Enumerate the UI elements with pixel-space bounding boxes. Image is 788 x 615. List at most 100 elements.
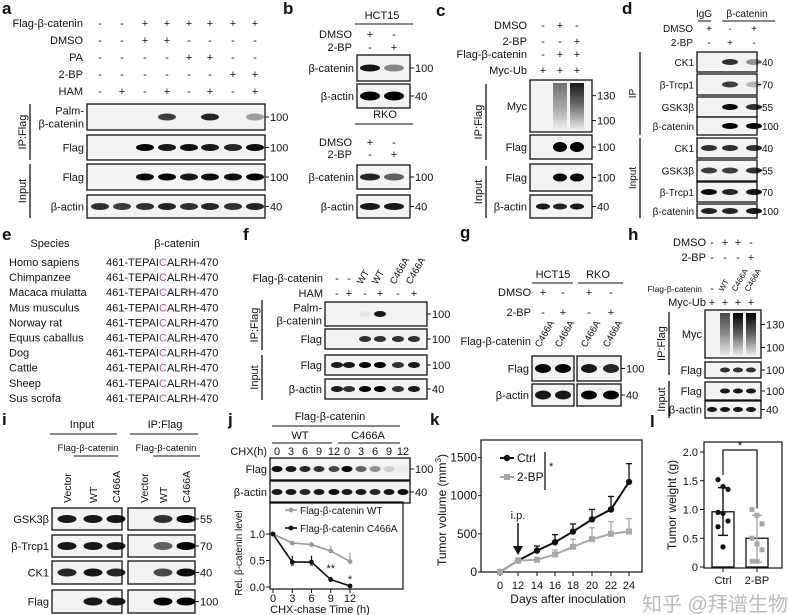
band <box>722 81 738 88</box>
band <box>553 173 567 182</box>
species-header: Species <box>30 238 70 250</box>
mw-marker: 55 <box>762 167 774 178</box>
ubiquitin-smear <box>570 83 584 129</box>
mw-marker: 40 <box>200 568 212 580</box>
time-label: 0 <box>274 446 280 458</box>
band <box>746 208 762 214</box>
band <box>343 386 355 392</box>
group-label: Input <box>473 180 485 204</box>
blot-label: β-actin <box>494 202 527 214</box>
ubiquitin-smear <box>733 313 743 355</box>
band <box>158 203 176 210</box>
band <box>106 542 126 550</box>
mw-marker: 70 <box>762 81 774 92</box>
band <box>603 364 619 373</box>
band <box>581 364 597 373</box>
sequence-suffix: ALRH-470 <box>167 333 218 345</box>
ip-header: IP:Flag <box>148 419 183 431</box>
condition-sign: - <box>710 283 714 295</box>
condition-sign: + <box>411 288 417 300</box>
sequence: 461-TEPAICALRH-470 <box>106 257 218 269</box>
data-point <box>749 558 755 564</box>
condition-label: DMSO <box>663 24 693 35</box>
band <box>328 489 340 495</box>
sequence-residue: C <box>159 363 167 375</box>
condition-sign: - <box>587 307 591 319</box>
condition-sign: - <box>749 237 753 249</box>
band <box>176 568 196 577</box>
data-point <box>289 559 295 565</box>
band <box>722 167 738 174</box>
y-axis-label: Tumor volume (mm3) <box>434 454 449 566</box>
y-tick-label: 0.5 <box>683 533 698 545</box>
data-point <box>608 530 614 537</box>
data-point <box>715 524 721 530</box>
group-label: Input <box>249 365 261 389</box>
group-label: IP:Flag <box>656 326 668 361</box>
data-point <box>754 541 760 547</box>
time-label: 9 <box>386 446 392 458</box>
blot-label: Palm- <box>293 303 322 315</box>
condition-sign: + <box>727 38 733 49</box>
legend-label: 2-BP <box>517 470 544 484</box>
mw-marker: 100 <box>200 597 218 609</box>
blot-label: Flag <box>508 364 529 376</box>
condition-sign: - <box>98 52 102 64</box>
condition-sign: - <box>392 137 396 149</box>
sequence-suffix: ALRH-470 <box>167 272 218 284</box>
condition-sign: + <box>557 65 563 77</box>
band <box>553 142 567 152</box>
band <box>746 388 756 394</box>
blot-actin <box>531 383 575 407</box>
band <box>359 362 371 368</box>
condition-label: HAM <box>59 86 83 98</box>
condition-sign: - <box>752 38 755 49</box>
sequence: 461-TEPAICALRH-470 <box>106 393 218 405</box>
condition-label: HAM <box>299 288 323 300</box>
band <box>570 173 584 182</box>
mw-marker: 100 <box>270 172 288 184</box>
x-tick-label: Ctrl <box>714 575 731 587</box>
condition-label: 2-BP <box>503 36 527 48</box>
mw-marker: 40 <box>762 58 774 69</box>
group-header: C466A <box>351 430 385 442</box>
condition-sign: - <box>710 252 714 264</box>
condition-sign: - <box>98 86 102 98</box>
data-point <box>720 483 726 490</box>
blot-label: β-Trcp1 <box>660 188 695 199</box>
band <box>158 144 176 151</box>
legend-marker <box>503 454 511 462</box>
sequence-residue: C <box>159 378 167 390</box>
band <box>201 113 219 121</box>
sequence-prefix: 461-TEPAI <box>106 272 159 284</box>
band <box>397 489 409 495</box>
mw-marker: 40 <box>762 144 774 155</box>
band <box>360 173 380 181</box>
species-name: Cattle <box>9 363 38 375</box>
band <box>359 386 371 392</box>
condition-label: 2-BP <box>682 252 706 264</box>
blot-label: Flag <box>506 142 527 154</box>
condition-sign: - <box>143 86 147 98</box>
legend-label: Flag-β-catenin C466A <box>300 524 398 535</box>
condition-sign: + <box>557 20 563 32</box>
cell-line-header: HCT15 <box>365 10 400 22</box>
data-point <box>759 521 765 527</box>
condition-sign: - <box>710 237 714 249</box>
species-name: Sus scrofa <box>9 393 62 405</box>
band <box>331 386 343 392</box>
lane-label: Vector <box>139 473 151 503</box>
cell-line-header: RKO <box>586 269 610 281</box>
sequence-prefix: 461-TEPAI <box>106 333 159 345</box>
group-label: Input <box>628 167 639 189</box>
band <box>153 597 173 606</box>
mw-marker: 40 <box>432 384 444 396</box>
legend-label: Ctrl <box>517 451 536 465</box>
y-tick-label: 1.0 <box>683 505 698 517</box>
significance-mark: ** <box>326 563 335 575</box>
mw-marker: 100 <box>415 464 433 476</box>
mw-marker: 40 <box>415 91 427 103</box>
band <box>57 515 77 523</box>
condition-label: DMSO <box>319 137 352 149</box>
mw-marker: 100 <box>432 360 450 372</box>
